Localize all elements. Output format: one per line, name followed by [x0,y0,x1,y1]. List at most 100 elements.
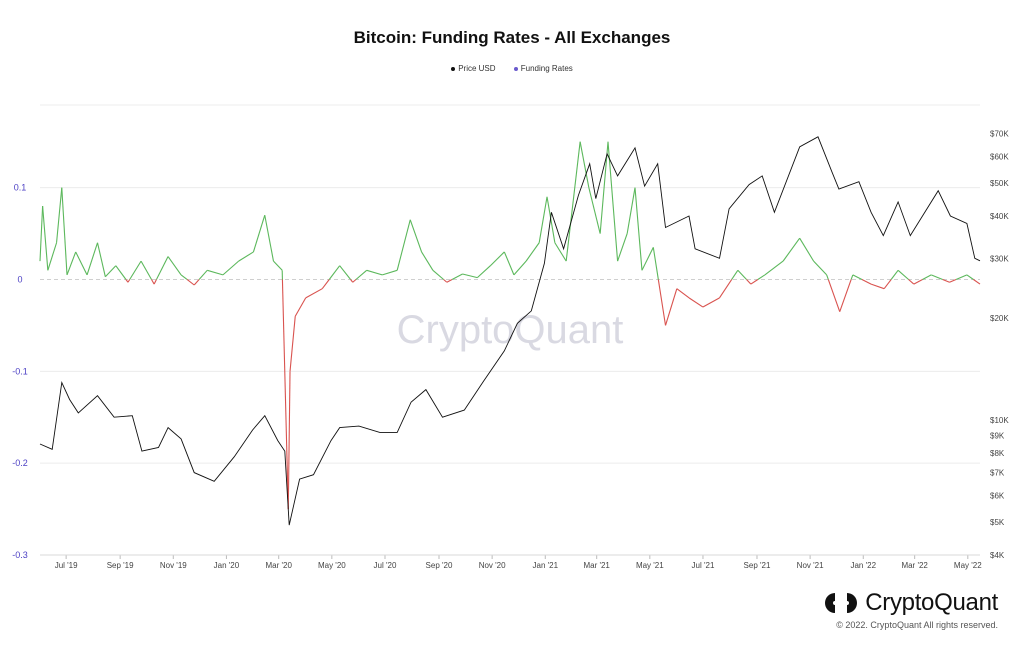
funding-rate-segment [702,297,720,308]
funding-rate-segment [96,242,106,277]
funding-rate-segment [115,265,127,280]
funding-rate-segment [942,278,950,283]
funding-rate-segment [922,274,932,280]
watermark: CryptoQuant [397,308,624,352]
funding-rate-segment [321,279,330,290]
funding-rate-segment [850,274,854,280]
funding-rate-segment [861,278,872,285]
right-tick-label: $4K [990,551,1005,560]
right-tick-label: $10K [990,416,1009,425]
funding-rate-segment [289,316,296,372]
right-axis: $70K $60K $50K $40K $30K $20K $10K $9K $8K $7K $6K… [990,130,1009,560]
right-tick-label: $30K [990,254,1009,263]
x-axis: Jul '19 Sep '19 Nov '19 Jan '20 Mar '20 May '… [40,554,982,570]
legend-item-price[interactable]: Price USD [451,64,496,73]
funding-rate-segment [198,269,208,280]
funding-rate-segment [352,279,357,283]
funding-rate-segment [140,260,152,280]
legend-item-funding[interactable]: Funding Rates [513,64,573,73]
funding-rate-segment [281,279,289,510]
funding-rate-segment [664,288,678,326]
funding-rate-segment [238,251,254,262]
x-tick-label: Jan '20 [214,561,240,570]
x-tick-label: Nov '21 [797,561,824,570]
series-layer [39,136,981,526]
x-tick-label: Sep '20 [426,561,453,570]
funding-rate-segment [207,269,224,276]
x-tick-label: Nov '19 [160,561,187,570]
funding-rate-segment [409,219,423,253]
funding-rate-segment [931,274,943,281]
right-tick-label: $7K [990,469,1005,478]
left-axis: 0.1 0 -0.1 -0.2 -0.3 [12,183,28,560]
funding-rate-segment [86,242,99,276]
funding-rate-segment [56,187,63,243]
right-tick-label: $60K [990,152,1009,161]
x-tick-label: Jan '21 [533,561,559,570]
funding-rate-segment [396,219,411,271]
brand-footer: CryptoQuant [825,589,998,617]
funding-rate-segment [799,237,815,262]
funding-rate-segment [554,242,567,262]
funding-rate-segment [565,141,581,262]
funding-rate-segment [503,251,515,276]
funding-rate-segment [328,265,341,280]
funding-rate-segment [908,279,915,285]
price-usd-line [39,136,981,526]
funding-rate-segment [39,205,44,262]
funding-rate-segment [955,274,968,280]
funding-rate-segment [513,260,527,276]
funding-rate-segment [155,256,169,280]
funding-rate-segment [443,279,448,283]
funding-rate-segment [626,187,636,234]
x-tick-label: Sep '21 [744,561,771,570]
funding-rate-segment [966,274,974,280]
funding-rate-segment [617,233,628,262]
funding-rate-segment [737,269,747,280]
legend-dot-price [451,66,456,71]
right-tick-label: $5K [990,518,1005,527]
funding-rate-segment [826,274,829,280]
funding-rate-segment [366,269,383,276]
x-tick-label: Jul '21 [692,561,715,570]
funding-rate-segment [222,260,239,276]
funding-rate-segment [61,187,68,275]
x-tick-label: Nov '20 [479,561,506,570]
right-tick-label: $6K [990,491,1005,500]
x-tick-label: Jul '19 [55,561,78,570]
funding-rate-segment [432,269,444,280]
cryptoquant-logo-icon [825,593,858,613]
funding-rate-segment [339,265,352,280]
funding-rate-segment [731,270,739,280]
funding-rate-segment [180,274,188,280]
funding-rate-segment [151,279,155,285]
funding-rate-segment [421,251,434,271]
funding-rate-segment [186,279,195,286]
right-tick-label: $9K [990,432,1005,441]
funding-rate-segment [764,260,784,276]
funding-rate-segment [264,215,275,262]
funding-rate-segment [104,265,117,278]
funding-rate-segment [750,279,759,285]
funding-rate-segment [641,247,654,271]
funding-rate-segment [153,279,157,285]
funding-rate-segment [42,205,49,271]
right-tick-label: $20K [990,314,1009,323]
funding-rate-segment [129,260,142,280]
left-tick-label: -0.3 [12,550,28,560]
right-tick-label: $50K [990,179,1009,188]
funding-rate-segment [652,247,659,280]
x-tick-label: May '22 [954,561,982,570]
x-tick-label: May '20 [318,561,346,570]
funding-rate-segment [382,269,398,276]
funding-rate-segment [127,279,131,283]
funding-rate-segment [949,278,957,283]
funding-rate-segment [897,269,909,280]
funding-rate-segment [287,371,291,510]
funding-rate-segment [634,187,643,271]
funding-rate-segment [883,279,892,290]
x-tick-label: Mar '21 [583,561,610,570]
right-tick-label: $8K [990,449,1005,458]
funding-rate-segment [676,288,690,299]
